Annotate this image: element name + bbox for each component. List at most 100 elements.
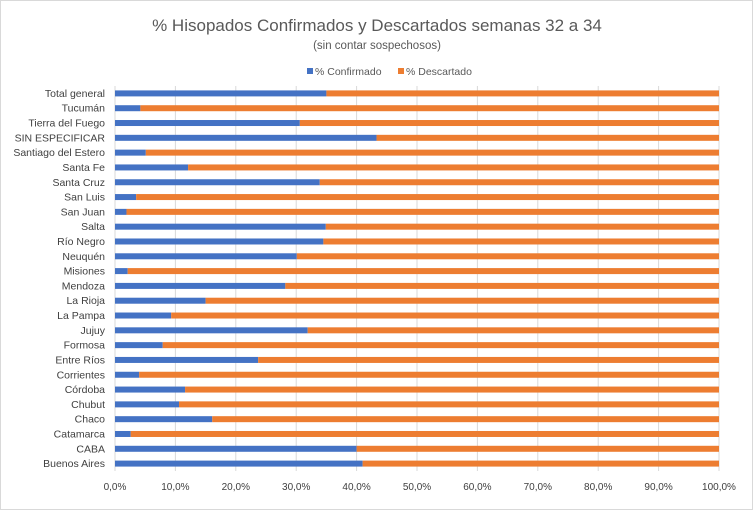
category-label: Neuquén	[62, 251, 105, 263]
category-label: Corrientes	[57, 369, 105, 381]
category-label: Tucumán	[62, 103, 106, 115]
bar-confirmado	[115, 253, 297, 260]
bar-descartado	[140, 105, 720, 112]
bar-confirmado	[115, 445, 357, 452]
bar-descartado	[319, 179, 719, 186]
category-label: La Rioja	[66, 295, 105, 307]
bar-confirmado	[115, 149, 146, 156]
bar-confirmado	[115, 208, 127, 215]
bar-descartado	[185, 386, 720, 393]
x-tick-label: 0,0%	[104, 482, 127, 493]
bar-confirmado	[115, 327, 308, 334]
bar-descartado	[296, 253, 719, 260]
category-label: La Pampa	[57, 310, 105, 322]
bar-confirmado	[115, 164, 189, 171]
category-label: Catamarca	[54, 428, 106, 440]
bar-descartado	[188, 164, 720, 171]
gridlines	[114, 86, 720, 471]
category-label: Buenos Aires	[43, 458, 105, 470]
bar-confirmado	[115, 194, 137, 201]
bar-descartado	[212, 416, 719, 423]
bars	[115, 90, 720, 467]
bar-confirmado	[115, 342, 163, 349]
x-tick-label: 60,0%	[463, 482, 491, 493]
category-label: SIN ESPECIFICAR	[15, 132, 106, 144]
bar-confirmado	[115, 134, 377, 141]
bar-descartado	[376, 134, 719, 141]
bar-descartado	[326, 90, 719, 97]
bar-confirmado	[115, 460, 363, 467]
category-label: Santa Fe	[62, 162, 105, 174]
bar-confirmado	[115, 238, 324, 245]
bar-descartado	[285, 282, 719, 289]
category-label: Santa Cruz	[52, 177, 105, 189]
category-label: Misiones	[64, 266, 105, 278]
bar-descartado	[136, 194, 719, 201]
bar-descartado	[205, 297, 720, 304]
bar-descartado	[362, 460, 719, 467]
bar-confirmado	[115, 356, 259, 363]
bar-descartado	[356, 445, 719, 452]
x-tick-label: 90,0%	[644, 482, 672, 493]
bar-descartado	[299, 120, 719, 127]
bar-confirmado	[115, 386, 186, 393]
bar-confirmado	[115, 282, 286, 289]
category-label: Río Negro	[57, 236, 105, 248]
bar-confirmado	[115, 268, 128, 275]
bar-confirmado	[115, 416, 213, 423]
category-label: Chaco	[75, 414, 106, 426]
bar-confirmado	[115, 223, 326, 230]
x-tick-label: 30,0%	[282, 482, 310, 493]
bar-descartado	[307, 327, 719, 334]
category-axis-labels: Total general Tucumán Tierra del Fuego SIN …	[13, 88, 105, 470]
category-label: Santiago del Estero	[13, 147, 105, 159]
x-tick-label: 20,0%	[222, 482, 250, 493]
bar-confirmado	[115, 297, 206, 304]
x-tick-label: 80,0%	[584, 482, 612, 493]
bar-descartado	[139, 371, 719, 378]
category-label: Chubut	[71, 399, 105, 411]
bar-confirmado	[115, 312, 172, 319]
category-label: Total general	[45, 88, 105, 100]
legend-label-descartado: % Descartado	[406, 66, 472, 78]
x-tick-label: 70,0%	[524, 482, 552, 493]
bar-descartado	[162, 342, 719, 349]
bar-confirmado	[115, 179, 320, 186]
legend: % Confirmado % Descartado	[307, 66, 472, 78]
chart-subtitle: (sin contar sospechosos)	[313, 40, 441, 52]
x-tick-label: 100,0%	[702, 482, 736, 493]
bar-confirmado	[115, 430, 131, 437]
category-label: CABA	[76, 443, 105, 455]
category-label: San Juan	[61, 206, 106, 218]
bar-confirmado	[115, 401, 180, 408]
legend-label-confirmado: % Confirmado	[315, 66, 382, 78]
bar-confirmado	[115, 371, 140, 378]
bar-descartado	[126, 208, 719, 215]
bar-descartado	[127, 268, 719, 275]
chart-title: % Hisopados Confirmados y Descartados se…	[152, 16, 602, 35]
bar-descartado	[145, 149, 719, 156]
bar-descartado	[179, 401, 720, 408]
x-tick-label: 10,0%	[161, 482, 189, 493]
bar-descartado	[325, 223, 719, 230]
category-label: San Luis	[64, 192, 105, 204]
category-label: Jujuy	[80, 325, 105, 337]
legend-swatch-descartado	[398, 68, 404, 74]
bar-descartado	[323, 238, 719, 245]
value-axis-labels: 0,0% 10,0% 20,0% 30,0% 40,0% 50,0% 60,0% 70,0% 8…	[104, 482, 736, 493]
category-label: Salta	[81, 221, 105, 233]
category-label: Tierra del Fuego	[28, 118, 105, 130]
x-tick-label: 50,0%	[403, 482, 431, 493]
bar-descartado	[258, 356, 719, 363]
legend-swatch-confirmado	[307, 68, 313, 74]
category-label: Formosa	[64, 340, 106, 352]
bar-confirmado	[115, 90, 327, 97]
bar-descartado	[171, 312, 719, 319]
bar-descartado	[130, 430, 720, 437]
bar-confirmado	[115, 105, 141, 112]
category-label: Mendoza	[62, 280, 105, 292]
x-tick-label: 40,0%	[342, 482, 370, 493]
category-label: Entre Ríos	[55, 354, 105, 366]
